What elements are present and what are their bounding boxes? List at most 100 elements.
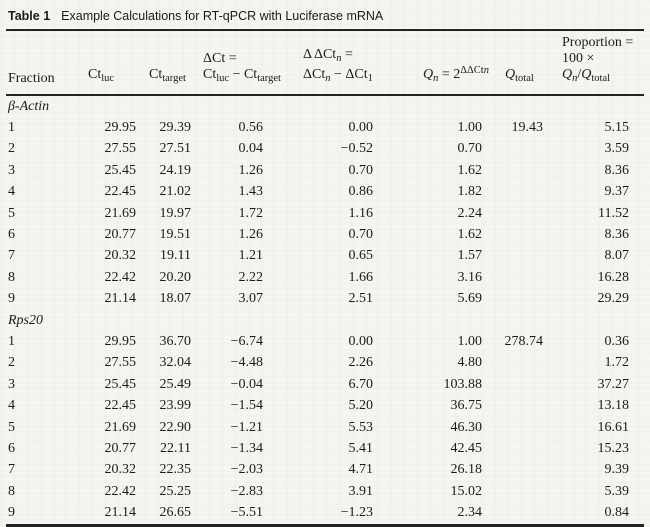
value-cell: 6.70 [348, 376, 374, 392]
value-cell: 1.82 [457, 184, 483, 200]
value-cell [498, 502, 554, 525]
fraction-cell: 3 [8, 376, 15, 392]
value-cell: 32.04 [159, 355, 192, 371]
value-cell: 16.28 [597, 269, 630, 285]
value-cell: 29.95 [104, 333, 137, 349]
value-cell: 0.84 [604, 505, 630, 521]
value-cell: 3.91 [348, 483, 374, 499]
table-row: 5 21.69 19.97 1.72 1.16 2.24 11.52 [6, 203, 644, 224]
table-row: 3 25.45 24.19 1.26 0.70 1.62 8.36 [6, 160, 644, 181]
table-row: 5 21.69 22.90 −1.21 5.53 46.30 16.61 [6, 417, 644, 438]
value-cell: 1.66 [348, 269, 374, 285]
value-cell: 19.97 [159, 205, 192, 221]
header-segment: luc [101, 73, 115, 84]
header-line: Ctluc − Cttarget [203, 67, 296, 87]
header-segment: Q [423, 67, 434, 82]
value-cell: −1.21 [230, 419, 263, 435]
value-cell: −1.34 [230, 440, 263, 456]
value-cell: 9.39 [604, 462, 630, 478]
fraction-cell: 9 [8, 505, 15, 521]
column-header-ct-luc: Ctluc [86, 30, 143, 95]
header-segment: Q [562, 67, 573, 82]
header-line: Qn/Qtotal [562, 67, 644, 87]
value-cell: 2.22 [238, 269, 264, 285]
column-header-proportion: Proportion = 100 × Qn/Qtotal [554, 30, 644, 95]
value-cell: 27.51 [159, 141, 192, 157]
value-cell: 21.02 [159, 184, 192, 200]
table-row: 1 29.95 29.39 0.56 0.00 1.00 19.43 5.15 [6, 117, 644, 138]
header-segment: 100 × [562, 51, 595, 66]
value-cell: −6.74 [230, 333, 263, 349]
table-row: 4 22.45 21.02 1.43 0.86 1.82 9.37 [6, 182, 644, 203]
value-cell [498, 246, 554, 267]
value-cell: 22.35 [159, 462, 192, 478]
value-cell: 4.80 [457, 355, 483, 371]
header-line: Qtotal [505, 67, 554, 87]
value-cell: 19.11 [160, 248, 191, 264]
section-row: β-Actin [6, 95, 644, 117]
value-cell: 103.88 [443, 376, 483, 392]
header-segment: Ct [88, 67, 102, 82]
fraction-cell: 8 [8, 483, 15, 499]
header-segment: Fraction [8, 71, 55, 86]
column-header-ct-target: Cttarget [143, 30, 198, 95]
header-segment: 1 [367, 73, 373, 84]
value-cell: 0.36 [604, 333, 630, 349]
value-cell: 0.70 [348, 162, 374, 178]
rtqpcr-table: Fraction Ctluc Cttarget ΔCt = Ctluc − Cttarg… [6, 29, 644, 527]
value-cell: 4.71 [348, 462, 374, 478]
value-cell: 29.95 [104, 120, 137, 136]
value-cell [498, 481, 554, 502]
value-cell: 29.39 [159, 120, 192, 136]
value-cell: 13.18 [597, 398, 630, 414]
value-cell: 0.70 [348, 227, 374, 243]
value-cell: 36.75 [450, 398, 483, 414]
value-cell: 5.41 [348, 440, 374, 456]
value-cell: −2.83 [230, 483, 263, 499]
value-cell: −0.52 [340, 141, 373, 157]
fraction-cell: 7 [8, 462, 15, 478]
header-segment: Proportion = [562, 35, 634, 50]
value-cell: 26.18 [450, 462, 483, 478]
value-cell: 20.32 [104, 462, 137, 478]
value-cell: 23.99 [159, 398, 192, 414]
value-cell: 278.74 [504, 333, 544, 349]
value-cell: 24.19 [159, 162, 192, 178]
value-cell: −1.23 [340, 505, 373, 521]
header-segment: n [483, 65, 489, 76]
value-cell [498, 139, 554, 160]
value-cell: 36.70 [159, 333, 192, 349]
table-caption-text: Example Calculations for RT-qPCR with Lu… [61, 9, 384, 23]
table-row: 7 20.32 19.11 1.21 0.65 1.57 8.07 [6, 246, 644, 267]
value-cell: −5.51 [230, 505, 263, 521]
value-cell: 1.57 [457, 248, 483, 264]
table-row: 9 21.14 26.65 −5.51 −1.23 2.34 0.84 [6, 502, 644, 525]
value-cell: 19.43 [511, 120, 544, 136]
fraction-cell: 5 [8, 205, 15, 221]
value-cell: 5.15 [604, 120, 630, 136]
value-cell: 21.69 [104, 419, 137, 435]
fraction-cell: 6 [8, 440, 15, 456]
fraction-cell: 7 [8, 248, 15, 264]
value-cell: 5.53 [348, 419, 374, 435]
value-cell [498, 203, 554, 224]
value-cell: 0.56 [238, 120, 264, 136]
header-segment: n [336, 53, 342, 64]
value-cell: 1.72 [604, 355, 630, 371]
header-segment: − Ct [229, 67, 258, 82]
value-cell: 22.42 [104, 269, 137, 285]
value-cell [498, 224, 554, 245]
value-cell: 29.29 [597, 291, 630, 307]
table-row: 8 22.42 20.20 2.22 1.66 3.16 16.28 [6, 267, 644, 288]
header-segment: Ct [203, 67, 217, 82]
value-cell: 0.04 [238, 141, 264, 157]
value-cell: −1.54 [230, 398, 263, 414]
header-segment: total [515, 73, 534, 84]
header-line: Δ ΔCtn = [303, 47, 396, 67]
header-segment: ΔCt = [203, 51, 237, 66]
header-segment: Q [505, 67, 516, 82]
header-segment: ΔΔCt [460, 65, 484, 76]
value-cell: 5.69 [457, 291, 483, 307]
header-line: Cttarget [149, 67, 198, 87]
value-cell: 1.72 [238, 205, 264, 221]
